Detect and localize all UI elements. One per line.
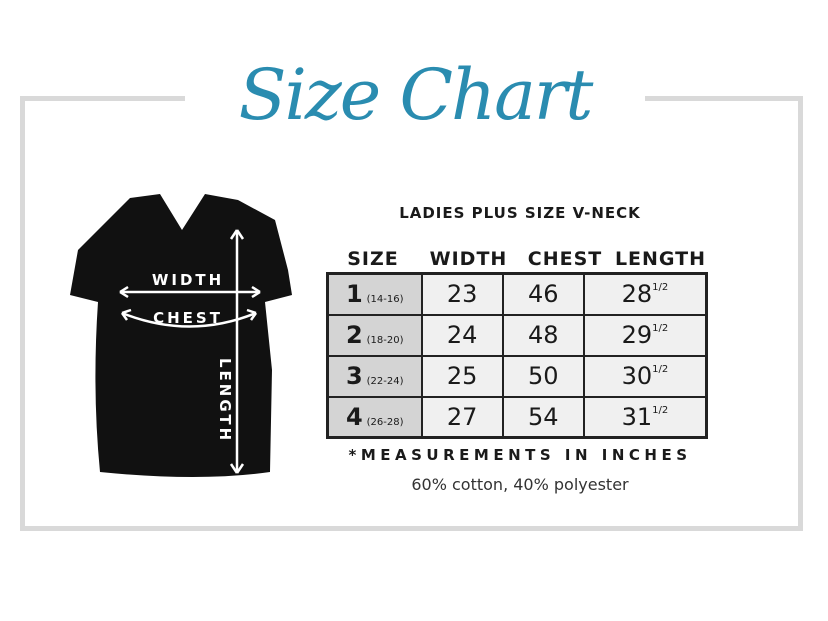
length-fraction: 1/2 (652, 282, 669, 294)
header-chest: CHEST (527, 248, 603, 270)
size-range: (22-24) (366, 376, 404, 387)
length-cell: 281/2 (582, 272, 708, 316)
length-value: 28 (621, 280, 653, 309)
length-arrowheads (229, 229, 245, 474)
size-number: 1 (345, 280, 363, 309)
length-label: LENGTH (216, 358, 234, 443)
width-cell: 24 (420, 313, 504, 357)
size-range: (26-28) (366, 416, 404, 428)
length-value: 31 (621, 402, 653, 431)
chest-arrow (121, 311, 257, 328)
table-header: SIZE WIDTH CHEST LENGTH (326, 248, 708, 270)
size-number: 2 (345, 321, 363, 349)
chest-label: CHEST (153, 309, 223, 327)
size-number: 4 (345, 402, 363, 431)
size-range: (18-20) (366, 335, 404, 346)
shirt-diagram: WIDTH CHEST LENGTH (70, 194, 292, 477)
width-cell: 23 (420, 272, 504, 316)
chest-cell: 54 (501, 395, 585, 439)
header-size: SIZE (347, 248, 399, 270)
size-cell: 1 (14-16) (326, 272, 423, 316)
width-arrowheads (119, 285, 261, 299)
page-title: Size Chart (238, 54, 594, 136)
chest-cell: 48 (501, 313, 585, 357)
table-row: 4 (26-28) 27 54 311/2 (326, 395, 708, 439)
title-backdrop (185, 80, 645, 120)
size-cell: 2 (18-20) (326, 313, 423, 357)
length-cell: 291/2 (582, 313, 708, 357)
chest-cell: 46 (501, 272, 585, 316)
size-table: 1 (14-16) 23 46 281/2 2 (18-20) 24 48 291/2… (326, 272, 708, 439)
length-fraction: 1/2 (652, 364, 669, 375)
measurement-note: *MEASUREMENTS IN INCHES (348, 446, 692, 464)
size-range: (14-16) (366, 294, 404, 306)
length-value: 30 (621, 362, 653, 390)
shirt-shape (70, 194, 292, 477)
table-row: 3 (22-24) 25 50 301/2 (326, 354, 708, 398)
length-fraction: 1/2 (652, 404, 669, 416)
length-cell: 301/2 (582, 354, 708, 398)
header-width: WIDTH (429, 248, 508, 270)
table-row: 2 (18-20) 24 48 291/2 (326, 313, 708, 357)
width-label: WIDTH (152, 271, 224, 289)
chest-arrowheads (120, 308, 258, 321)
length-cell: 311/2 (582, 395, 708, 439)
length-value: 29 (621, 321, 653, 349)
header-length: LENGTH (614, 248, 707, 270)
width-cell: 25 (420, 354, 504, 398)
chart-subtitle: LADIES PLUS SIZE V-NECK (399, 204, 641, 222)
size-cell: 3 (22-24) (326, 354, 423, 398)
fabric-info: 60% cotton, 40% polyester (411, 475, 629, 494)
chest-cell: 50 (501, 354, 585, 398)
table-row: 1 (14-16) 23 46 281/2 (326, 272, 708, 316)
size-cell: 4 (26-28) (326, 395, 423, 439)
width-cell: 27 (420, 395, 504, 439)
size-number: 3 (345, 362, 363, 390)
length-fraction: 1/2 (652, 323, 669, 334)
